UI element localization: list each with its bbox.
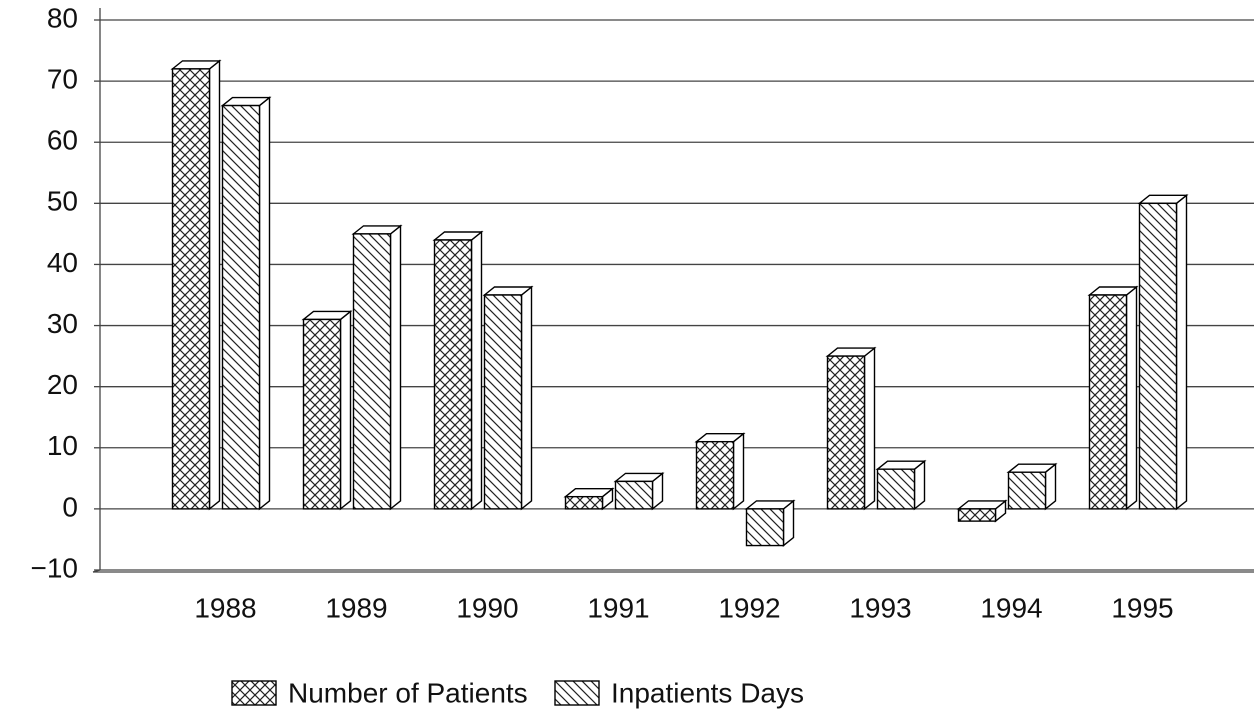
bar-side	[732, 432, 745, 511]
bar	[614, 480, 654, 510]
bar-side	[258, 96, 271, 511]
x-tick-label: 1995	[1111, 592, 1173, 623]
plot: −10 0 10 20 30 40 50 60 70 80 1988 1989 1990 1991 1992…	[31, 2, 1254, 708]
bar-side	[208, 59, 221, 511]
bar	[957, 508, 997, 522]
legend-swatch	[554, 680, 600, 706]
x-tick-label: 1989	[325, 592, 387, 623]
y-tick-label: 60	[47, 125, 78, 156]
bar-side	[1175, 193, 1188, 511]
x-tick-label: 1990	[456, 592, 518, 623]
y-tick-label: 20	[47, 369, 78, 400]
y-tick-label: 30	[47, 308, 78, 339]
legend-label: Number of Patients	[288, 677, 528, 708]
y-tick-label: 70	[47, 64, 78, 95]
y-tick-label: 10	[47, 430, 78, 461]
bar-side	[520, 285, 533, 511]
bar	[221, 104, 261, 510]
bar	[564, 495, 604, 510]
bar	[826, 355, 866, 510]
x-tick-label: 1991	[587, 592, 649, 623]
x-tick-label: 1988	[194, 592, 256, 623]
bar	[876, 468, 916, 510]
x-tick-label: 1993	[849, 592, 911, 623]
bar-side	[470, 230, 483, 511]
bar-side	[1125, 285, 1138, 511]
bar-side	[339, 309, 352, 511]
y-tick-label: 50	[47, 186, 78, 217]
y-tick-label: 0	[62, 491, 78, 522]
bar	[352, 233, 392, 510]
bar	[1007, 471, 1047, 510]
bar	[745, 508, 785, 547]
bar	[483, 294, 523, 510]
bar	[302, 318, 342, 510]
legend-label: Inpatients Days	[611, 677, 804, 708]
bar	[1138, 202, 1178, 510]
legend-swatch	[231, 680, 277, 706]
y-tick-label: 80	[47, 2, 78, 33]
floor-edge	[92, 569, 101, 573]
bar	[433, 239, 473, 510]
y-tick-label: 40	[47, 247, 78, 278]
bar-side	[863, 346, 876, 511]
y-tick-label: −10	[31, 552, 79, 583]
bar	[695, 440, 735, 510]
bar-side	[389, 224, 402, 511]
x-tick-label: 1994	[980, 592, 1042, 623]
bar	[1088, 294, 1128, 510]
x-tick-label: 1992	[718, 592, 780, 623]
bar	[171, 68, 211, 510]
